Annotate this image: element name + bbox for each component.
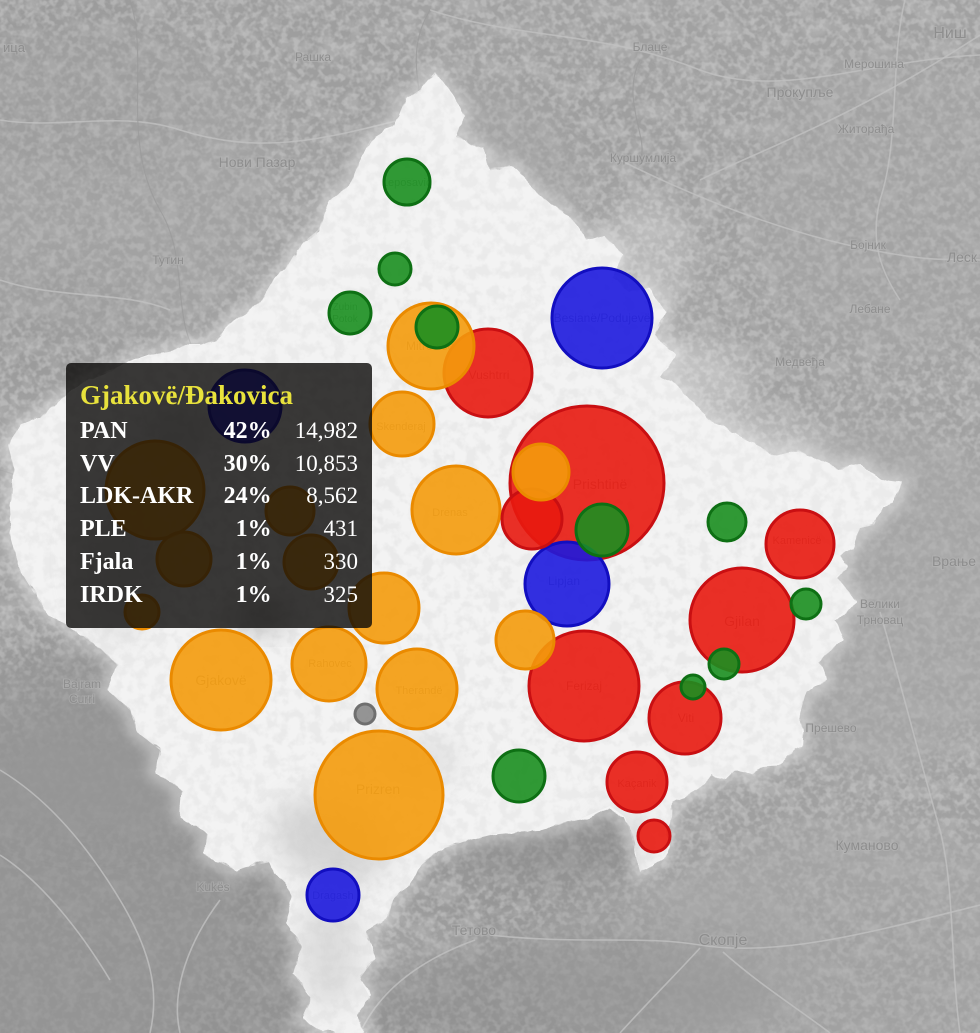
svg-text:Рашка: Рашка — [295, 50, 331, 64]
svg-text:Тутин: Тутин — [152, 253, 183, 267]
svg-text:Врање: Врање — [932, 553, 976, 569]
svg-text:Житорађа: Житорађа — [838, 122, 895, 136]
svg-text:Куршумлија: Куршумлија — [610, 151, 677, 165]
svg-text:Прешево: Прешево — [805, 721, 857, 735]
svg-text:Леск: Леск — [947, 249, 978, 265]
svg-text:Скопје: Скопје — [699, 932, 748, 949]
svg-text:Прокупље: Прокупље — [767, 84, 834, 100]
svg-text:Нови Пазар: Нови Пазар — [219, 154, 296, 170]
svg-text:Kukës: Kukës — [196, 880, 229, 894]
svg-text:Ниш: Ниш — [933, 25, 966, 42]
svg-text:Блаце: Блаце — [633, 40, 668, 54]
svg-text:Велики: Велики — [860, 597, 900, 611]
svg-text:Лебане: Лебане — [850, 302, 891, 316]
svg-text:ица: ица — [3, 40, 26, 55]
svg-text:Бојник: Бојник — [850, 238, 887, 252]
svg-text:Медвеђа: Медвеђа — [775, 355, 825, 369]
svg-text:Bajram: Bajram — [63, 677, 101, 691]
svg-text:Curri: Curri — [69, 692, 95, 706]
svg-text:Мерошина: Мерошина — [844, 57, 904, 71]
svg-text:Трновац: Трновац — [857, 613, 904, 627]
svg-text:Тетово: Тетово — [452, 922, 496, 938]
svg-text:Куманово: Куманово — [836, 837, 899, 853]
